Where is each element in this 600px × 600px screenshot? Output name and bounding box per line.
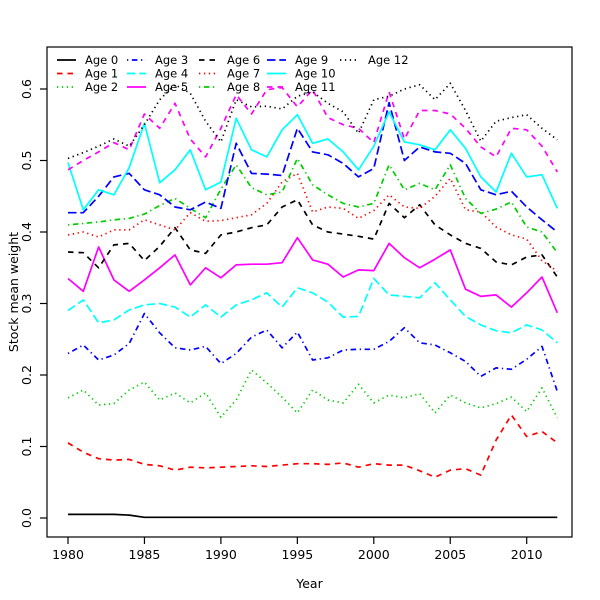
legend-label: Age 7: [227, 67, 260, 81]
x-tick-label: 2010: [511, 547, 543, 562]
legend-item-age-9: Age 9: [267, 53, 328, 67]
legend-item-age-4: Age 4: [127, 67, 188, 81]
series-age-10: [67, 111, 559, 211]
y-tick-label: 0.1: [19, 437, 34, 457]
legend-label: Age 5: [155, 80, 188, 94]
x-tick-label: 1990: [205, 547, 237, 562]
series-age-11: [67, 86, 559, 173]
x-tick-label: 2005: [434, 547, 466, 562]
legend-label: Age 9: [295, 53, 328, 67]
legend-item-age-10: Age 10: [267, 67, 336, 81]
legend-item-age-2: Age 2: [57, 80, 118, 94]
x-tick-label: 1980: [52, 547, 84, 562]
legend-item-age-1: Age 1: [57, 67, 118, 81]
series-age-9: [68, 101, 558, 233]
y-tick-label: 0.2: [19, 365, 34, 385]
y-tick-label: 0.5: [19, 151, 34, 171]
series-age-12: [67, 82, 558, 160]
legend-label: Age 3: [155, 53, 188, 67]
legend-item-age-3: Age 3: [127, 53, 188, 67]
series-age-1: [67, 414, 558, 479]
y-tick-label: 0.6: [19, 79, 34, 99]
legend-label: Age 10: [295, 67, 336, 81]
legend-label: Age 1: [85, 67, 118, 81]
legend-item-age-0: Age 0: [57, 53, 118, 67]
series-age-3: [67, 312, 559, 392]
legend-item-age-6: Age 6: [199, 53, 260, 67]
plot-frame: [46, 46, 573, 538]
y-axis-title: Stock mean weight: [5, 231, 21, 353]
legend-item-age-12: Age 12: [340, 53, 409, 67]
legend-label: Age 12: [368, 53, 409, 67]
legend-item-age-11: Age 11: [267, 80, 336, 94]
legend-label: Age 2: [85, 80, 118, 94]
x-tick-label: 2000: [358, 547, 390, 562]
legend-label: Age 8: [227, 80, 260, 94]
x-tick-label: 1995: [281, 547, 313, 562]
legend-label: Age 0: [85, 53, 118, 67]
y-tick-label: 0.0: [19, 508, 34, 528]
y-tick-label: 0.3: [19, 294, 34, 314]
series-age-6: [67, 198, 558, 278]
series-age-4: [67, 277, 558, 344]
legend-label: Age 6: [227, 53, 260, 67]
legend-item-age-5: Age 5: [127, 80, 188, 94]
series-age-2: [67, 369, 559, 419]
series-age-0: [68, 513, 558, 519]
legend-item-age-7: Age 7: [199, 67, 260, 81]
series-age-5: [67, 236, 559, 314]
legend-item-age-8: Age 8: [199, 80, 260, 94]
series-age-8: [67, 157, 558, 254]
x-tick-label: 1985: [129, 547, 161, 562]
x-axis-title: Year: [296, 576, 323, 591]
legend-label: Age 11: [295, 80, 336, 94]
legend-label: Age 4: [155, 67, 188, 81]
y-tick-label: 0.4: [19, 222, 34, 242]
